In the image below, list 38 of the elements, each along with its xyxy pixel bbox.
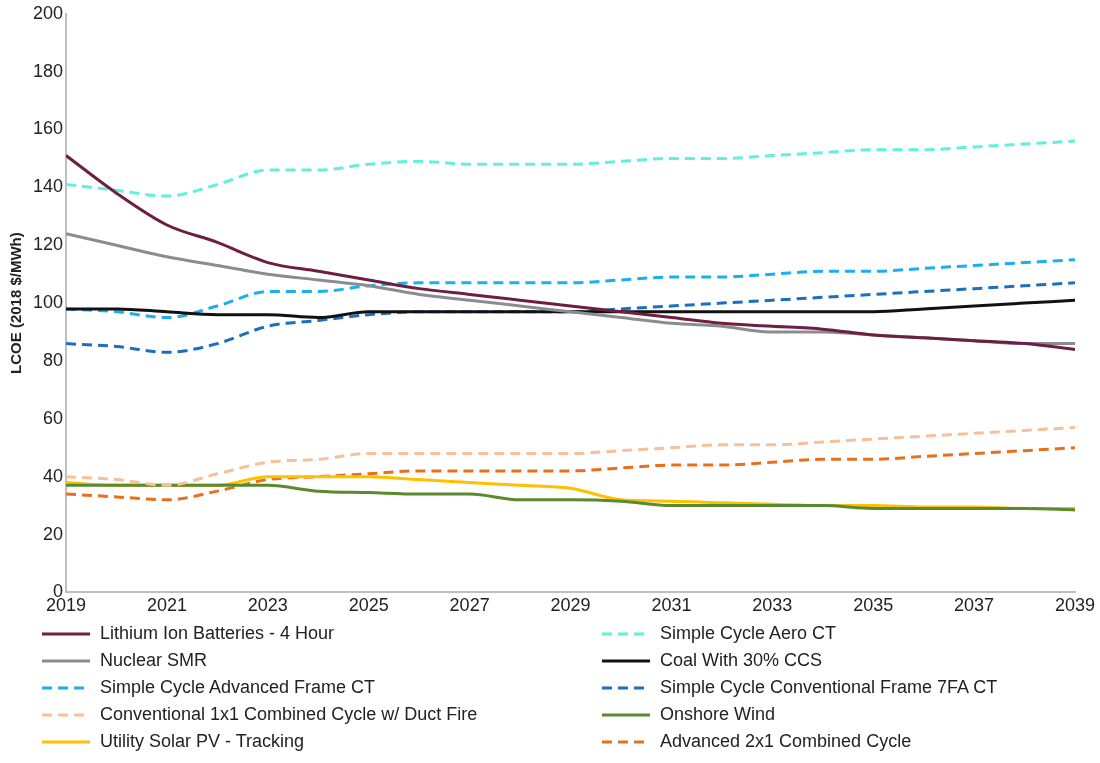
- y-tick-label: 160: [32, 118, 64, 139]
- legend-label: Simple Cycle Conventional Frame 7FA CT: [660, 677, 998, 698]
- x-tick-label: 2029: [550, 595, 591, 616]
- legend-label: Nuclear SMR: [100, 650, 208, 671]
- line-series: [66, 154, 1075, 351]
- legend-label: Advanced 2x1 Combined Cycle: [660, 731, 912, 752]
- line-series: [66, 426, 1075, 487]
- y-tick-label: 40: [43, 465, 64, 486]
- legend-label: Simple Cycle Aero CT: [660, 623, 837, 644]
- line-series: [66, 258, 1075, 320]
- line-series: [66, 139, 1075, 198]
- x-tick-label: 2025: [348, 595, 389, 616]
- line-series: [66, 446, 1075, 502]
- y-tick-label: 60: [43, 407, 64, 428]
- line-series: [66, 298, 1075, 320]
- y-tick-label: 120: [32, 234, 64, 255]
- x-tick-label: 2033: [752, 595, 793, 616]
- x-tick-label: 2035: [853, 595, 894, 616]
- x-tick-label: 2031: [651, 595, 692, 616]
- legend-label: Simple Cycle Advanced Frame CT: [100, 677, 376, 698]
- x-tick-label: 2021: [146, 595, 187, 616]
- y-tick-label: 200: [32, 2, 64, 23]
- x-tick-label: 2027: [449, 595, 490, 616]
- y-tick-label: 140: [32, 176, 64, 197]
- y-tick-label: 20: [43, 523, 64, 544]
- line-series: [66, 483, 1075, 512]
- y-axis-title: LCOE (2018 $/MWh): [7, 232, 25, 374]
- x-tick-label: 2023: [247, 595, 288, 616]
- y-tick-label: 80: [43, 349, 64, 370]
- x-tick-label: 2037: [954, 595, 995, 616]
- y-tick-label: 180: [32, 60, 64, 81]
- legend-label: Utility Solar PV - Tracking: [100, 731, 305, 752]
- legend-label: Conventional 1x1 Combined Cycle w/ Duct Fire: [100, 704, 478, 725]
- y-tick-label: 100: [32, 292, 64, 313]
- x-tick-label: 2039: [1054, 595, 1096, 616]
- legend-label: Onshore Wind: [660, 704, 776, 725]
- legend-label: Coal With 30% CCS: [660, 650, 823, 671]
- legend-label: Lithium Ion Batteries - 4 Hour: [100, 623, 335, 644]
